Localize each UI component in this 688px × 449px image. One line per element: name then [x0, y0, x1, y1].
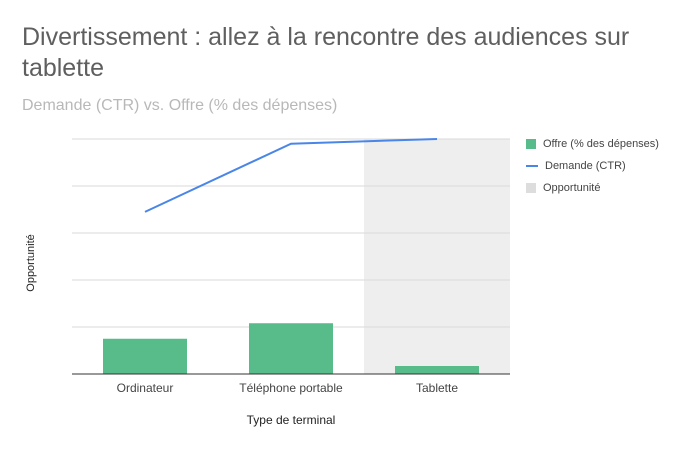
legend-label-offre: Offre (% des dépenses)	[543, 138, 659, 150]
legend-swatch-offre	[526, 139, 536, 149]
legend: Offre (% des dépenses) Demande (CTR) Opp…	[526, 133, 659, 199]
legend-swatch-demande	[526, 165, 538, 167]
x-axis-title: Type de terminal	[247, 413, 336, 427]
legend-item-opportunite[interactable]: Opportunité	[526, 177, 659, 199]
x-tick-label: Ordinateur	[117, 381, 174, 395]
opportunity-area	[364, 139, 510, 374]
chart-subtitle: Demande (CTR) vs. Offre (% des dépenses)	[22, 97, 338, 114]
bar-offre-0	[103, 338, 187, 374]
legend-item-demande[interactable]: Demande (CTR)	[526, 155, 659, 177]
x-tick-label: Téléphone portable	[239, 381, 343, 395]
y-axis-title: Opportunité	[25, 234, 37, 291]
chart-title: Divertissement : allez à la rencontre de…	[22, 23, 630, 82]
bar-offre-2	[395, 366, 479, 374]
legend-label-demande: Demande (CTR)	[545, 160, 626, 172]
legend-swatch-opportunite	[526, 183, 536, 193]
bar-offre-1	[249, 323, 333, 374]
x-tick-label: Tablette	[416, 381, 458, 395]
legend-item-offre[interactable]: Offre (% des dépenses)	[526, 133, 659, 155]
legend-label-opportunite: Opportunité	[543, 182, 601, 194]
